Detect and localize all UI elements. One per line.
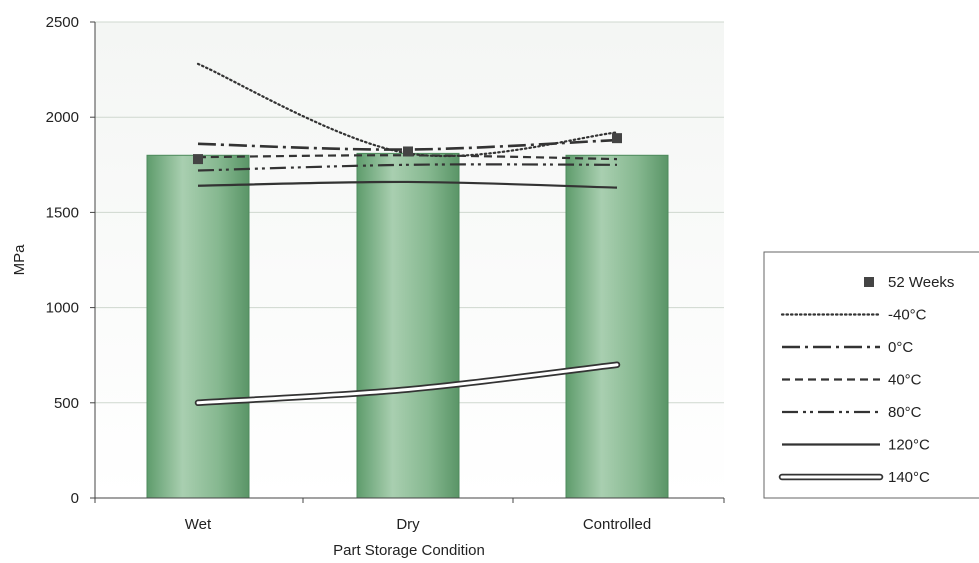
y-tick-label-2500: 2500 <box>46 14 79 31</box>
x-tick-label-dry: Dry <box>396 516 420 533</box>
x-axis-title: Part Storage Condition <box>333 542 485 559</box>
legend-label-120c: 120°C <box>888 437 930 454</box>
legend-label-80c: 80°C <box>888 404 922 421</box>
legend-label-140c: 140°C <box>888 469 930 486</box>
marker-52-weeks-dry <box>403 146 413 157</box>
y-tick-label-1500: 1500 <box>46 204 79 221</box>
series-line-80c <box>197 163 618 172</box>
marker-52-weeks-controlled <box>612 133 622 144</box>
series-lines <box>194 62 621 407</box>
y-tick-label-2000: 2000 <box>46 109 79 126</box>
series-line-140c-inner <box>196 363 619 405</box>
y-tick-label-0: 0 <box>71 490 79 507</box>
y-tick-label-500: 500 <box>54 395 79 412</box>
bar-dry <box>356 152 460 499</box>
legend-box <box>763 251 979 499</box>
legend-label-40c: 40°C <box>888 372 922 389</box>
y-axis-title: MPa <box>11 244 28 276</box>
bars <box>146 152 669 499</box>
legend-swatch-52-weeks <box>864 277 874 287</box>
marker-52-weeks-wet <box>193 154 203 165</box>
y-tick-label-1000: 1000 <box>46 300 79 317</box>
series-line-120c <box>197 180 618 189</box>
bar-wet <box>146 154 250 499</box>
legend-label-0c: 0°C <box>888 339 913 356</box>
x-tick-label-wet: Wet <box>185 516 212 533</box>
series-line-140c <box>194 361 621 407</box>
legend: 52 Weeks -40°C 0°C 40°C 80°C 120°C 140°C <box>763 251 979 499</box>
legend-label-52-weeks: 52 Weeks <box>888 274 954 291</box>
markers <box>193 133 622 165</box>
legend-label-40c: -40°C <box>888 307 927 324</box>
bar-controlled <box>565 154 669 499</box>
axes: 0 500 1000 1500 2000 2500 Wet Dry Controlled <box>46 14 725 533</box>
x-tick-label-controlled: Controlled <box>583 516 651 533</box>
